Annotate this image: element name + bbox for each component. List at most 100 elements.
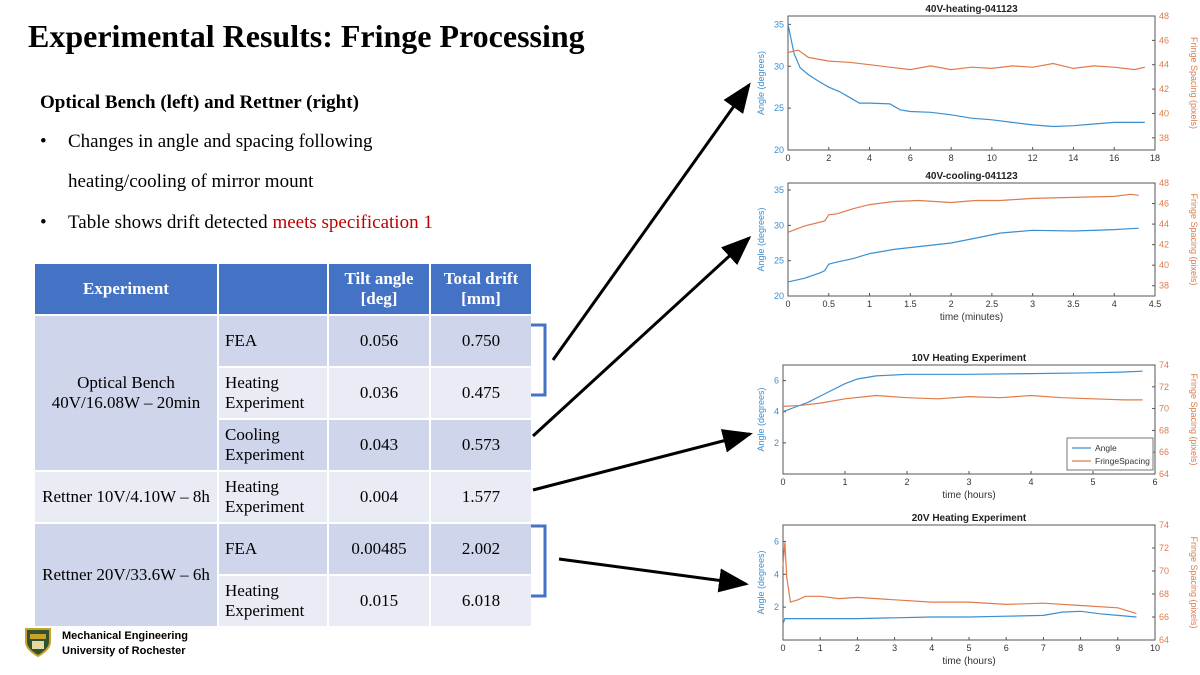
angle-line: [787, 227, 1139, 283]
x-tick-label: 8: [1078, 643, 1083, 653]
x-tick-label: 6: [1004, 643, 1009, 653]
x-axis-label: time (hours): [942, 656, 995, 667]
row-sub-label: FEA: [217, 314, 329, 368]
header-blank: [217, 262, 329, 316]
x-tick-label: 6: [1152, 477, 1157, 487]
group-label-rettner-10v: Rettner 10V/4.10W – 8h: [33, 470, 219, 524]
fringe-spacing-line: [787, 193, 1139, 233]
x-tick-label: 0: [780, 477, 785, 487]
spec-highlight: meets specification 1: [272, 212, 433, 233]
y2-axis-label: Fringe Spacing (pixels): [1189, 37, 1199, 129]
y-axis-label: Angle (degrees): [756, 550, 766, 614]
y2-tick-label: 74: [1159, 360, 1169, 370]
table-row: Rettner 20V/33.6W – 6h FEA 0.00485 2.002: [33, 522, 533, 628]
row-tilt-value: 0.056: [327, 314, 431, 368]
x-tick-label: 2: [826, 153, 831, 163]
x-tick-label: 18: [1150, 153, 1160, 163]
y-tick-label: 4: [774, 407, 779, 417]
group-label-rettner-20v: Rettner 20V/33.6W – 6h: [33, 522, 219, 628]
x-tick-label: 12: [1028, 153, 1038, 163]
results-table: Experiment Tilt angle [deg] Total drift …: [33, 262, 533, 628]
chart-title: 40V-heating-041123: [925, 4, 1018, 15]
x-tick-label: 1.5: [904, 299, 917, 309]
row-sub-label: Heating Experiment: [217, 574, 329, 628]
slide-subheading: Optical Bench (left) and Rettner (right): [40, 92, 359, 113]
x-tick-label: 14: [1068, 153, 1078, 163]
y2-tick-label: 68: [1159, 589, 1169, 599]
chart-title: 10V Heating Experiment: [912, 353, 1027, 364]
y-tick-label: 35: [774, 185, 784, 195]
row-tilt-value: 0.015: [327, 574, 431, 628]
table-row: Rettner 10V/4.10W – 8h Heating Experimen…: [33, 470, 533, 524]
row-sub-label: Heating Experiment: [217, 470, 329, 524]
row-drift-value: 0.475: [429, 366, 533, 420]
x-tick-label: 8: [949, 153, 954, 163]
y2-axis-label: Fringe Spacing (pixels): [1189, 193, 1199, 285]
row-sub-label: FEA: [217, 522, 329, 576]
group-label-optical-bench: Optical Bench 40V/16.08W – 20min: [33, 314, 219, 472]
table-header-row: Experiment Tilt angle [deg] Total drift …: [33, 262, 533, 316]
y2-tick-label: 44: [1159, 60, 1169, 70]
x-tick-label: 2: [855, 643, 860, 653]
row-sub-label: Heating Experiment: [217, 366, 329, 420]
y2-axis-label: Fringe Spacing (pixels): [1189, 373, 1199, 465]
x-tick-label: 4: [1112, 299, 1117, 309]
y-tick-label: 6: [774, 536, 779, 546]
y-tick-label: 20: [774, 291, 784, 301]
y-axis-label: Angle (degrees): [756, 51, 766, 115]
plot-area: [782, 524, 1156, 641]
department-line-1: Mechanical Engineering: [62, 630, 188, 642]
y2-tick-label: 42: [1159, 240, 1169, 250]
y2-tick-label: 44: [1159, 219, 1169, 229]
department-line-2: University of Rochester: [62, 645, 186, 657]
table-row: Heating Experiment 0.015 6.018: [34, 574, 533, 628]
x-tick-label: 2: [949, 299, 954, 309]
x-tick-label: 6: [908, 153, 913, 163]
legend-box: [1066, 437, 1154, 471]
y2-tick-label: 64: [1159, 469, 1169, 479]
y2-tick-label: 46: [1159, 35, 1169, 45]
x-tick-label: 3: [1030, 299, 1035, 309]
x-tick-label: 9: [1115, 643, 1120, 653]
y2-tick-label: 38: [1159, 133, 1169, 143]
chart-40v-cooling: 40V-cooling-041123 0 0.5 1 1.5 2 2.5 3 3.5 4 4.5 20…: [756, 171, 1199, 323]
x-tick-label: 0: [780, 643, 785, 653]
y-tick-label: 2: [774, 602, 779, 612]
y-axis-label: Angle (degrees): [756, 207, 766, 271]
x-tick-label: 7: [1041, 643, 1046, 653]
y2-tick-label: 42: [1159, 84, 1169, 94]
y-tick-label: 6: [774, 376, 779, 386]
y-tick-label: 30: [774, 61, 784, 71]
y2-tick-label: 66: [1159, 612, 1169, 622]
x-tick-label: 3: [966, 477, 971, 487]
bullet-text-2: Table shows drift detected: [68, 212, 273, 233]
x-tick-label: 1: [818, 643, 823, 653]
slide-title: Experimental Results: Fringe Processing: [28, 18, 585, 54]
table-row: Heating Experiment 0.036 0.475: [34, 366, 533, 420]
y2-tick-label: 72: [1159, 543, 1169, 553]
x-tick-label: 3.5: [1067, 299, 1080, 309]
x-tick-label: 16: [1109, 153, 1119, 163]
chart-20v-heating: 20V Heating Experiment 0 1 2 3 4 5 6 7 8 9 10 2 4 6 64 6…: [756, 513, 1199, 667]
y2-tick-label: 40: [1159, 260, 1169, 270]
y-tick-label: 2: [774, 438, 779, 448]
angle-line: [782, 370, 1143, 413]
university-shield-icon: [25, 628, 51, 658]
bullet-text-1b: heating/cooling of mirror mount: [68, 171, 314, 192]
arrow-heating-10v: [532, 429, 753, 492]
angle-line: [782, 610, 1137, 624]
chart-title: 40V-cooling-041123: [925, 171, 1018, 182]
chart-title: 20V Heating Experiment: [912, 513, 1027, 524]
header-total-drift: Total drift [mm]: [429, 262, 533, 316]
plot-area: [787, 15, 1156, 151]
x-tick-label: 4: [867, 153, 872, 163]
row-sub-label: Cooling Experiment: [217, 418, 329, 472]
row-drift-value: 6.018: [429, 574, 533, 628]
header-experiment: Experiment: [33, 262, 219, 316]
row-drift-value: 0.573: [429, 418, 533, 472]
y2-tick-label: 70: [1159, 566, 1169, 576]
table-row: Optical Bench 40V/16.08W – 20min FEA 0.0…: [33, 314, 533, 472]
x-tick-label: 10: [1150, 643, 1160, 653]
